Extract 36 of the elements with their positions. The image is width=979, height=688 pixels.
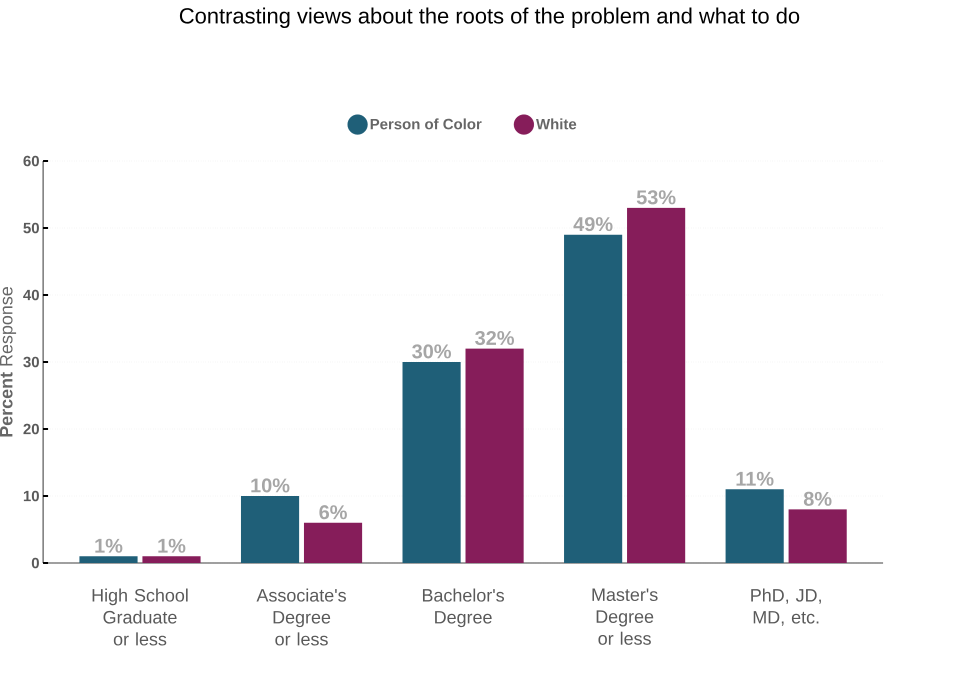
data-label: 10%	[251, 478, 290, 492]
chart-title: Contrasting views about the roots of the problem and what to do	[180, 8, 800, 28]
x-tick-label: Bachelor's Degree	[422, 588, 504, 628]
bar	[564, 234, 622, 563]
data-label: 8%	[804, 492, 832, 506]
data-label: 1%	[158, 538, 186, 553]
data-label: 30%	[412, 344, 451, 358]
x-tick-label: Master's Degree or less	[592, 588, 658, 645]
x-tick-label: PhD, JD, MD, etc.	[751, 588, 821, 626]
bar	[240, 496, 300, 563]
legend-label: Person of Color	[370, 118, 482, 130]
bar	[788, 509, 847, 563]
bar	[627, 208, 686, 563]
bar	[304, 522, 362, 563]
data-label: 1%	[95, 538, 122, 553]
y-tick-label: 40	[23, 290, 39, 300]
bar	[726, 489, 784, 563]
bar	[79, 556, 138, 563]
data-label: 49%	[573, 217, 613, 232]
x-tick-label: High School Graduate or less	[92, 588, 188, 646]
bar	[402, 362, 461, 563]
bar	[142, 556, 201, 563]
y-tick-label: 50	[23, 222, 39, 234]
x-tick-label: Associate's Degree or less	[256, 588, 346, 646]
data-label: 11%	[736, 472, 774, 486]
data-label: 6%	[319, 505, 347, 520]
data-label: 32%	[475, 330, 514, 346]
y-axis-title: Percent Response	[0, 287, 16, 437]
data-label: 53%	[636, 190, 676, 204]
bar	[466, 348, 524, 563]
y-tick-label: 20	[23, 424, 39, 434]
y-tick-label: 10	[24, 490, 39, 502]
y-tick-label: 60	[23, 156, 39, 166]
legend-label: White	[536, 118, 576, 130]
y-tick-label: 0	[32, 558, 39, 568]
y-tick-label: 30	[23, 356, 39, 368]
